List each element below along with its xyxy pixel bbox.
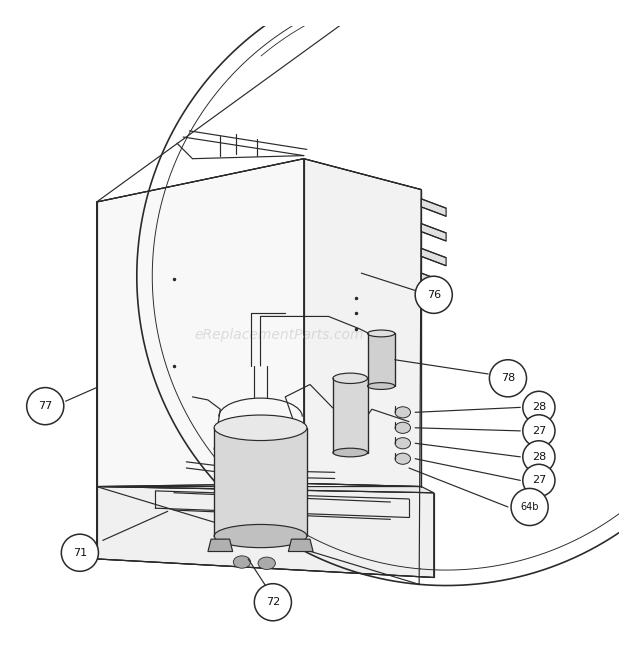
- Text: 28: 28: [532, 452, 546, 462]
- Text: 27: 27: [532, 426, 546, 436]
- Polygon shape: [422, 224, 446, 241]
- Text: 76: 76: [427, 290, 441, 299]
- Polygon shape: [422, 199, 446, 216]
- Text: 78: 78: [501, 373, 515, 383]
- Polygon shape: [422, 273, 446, 291]
- Ellipse shape: [395, 453, 410, 464]
- Text: eReplacementParts.com: eReplacementParts.com: [194, 328, 364, 342]
- Polygon shape: [422, 249, 446, 266]
- Ellipse shape: [395, 422, 410, 433]
- Text: 72: 72: [266, 597, 280, 607]
- Ellipse shape: [214, 415, 307, 441]
- Ellipse shape: [395, 438, 410, 449]
- Ellipse shape: [214, 525, 307, 547]
- Polygon shape: [97, 159, 304, 486]
- Circle shape: [254, 584, 291, 621]
- Circle shape: [61, 534, 99, 572]
- Circle shape: [489, 360, 526, 397]
- Polygon shape: [304, 159, 422, 486]
- Circle shape: [523, 415, 555, 447]
- Circle shape: [523, 464, 555, 496]
- Ellipse shape: [258, 557, 275, 570]
- Text: 64b: 64b: [520, 502, 539, 512]
- Circle shape: [523, 441, 555, 473]
- Polygon shape: [214, 427, 307, 536]
- Ellipse shape: [368, 383, 395, 389]
- Circle shape: [523, 391, 555, 423]
- Polygon shape: [208, 539, 232, 551]
- Text: 77: 77: [38, 401, 52, 411]
- Circle shape: [511, 488, 548, 525]
- Text: 27: 27: [532, 476, 546, 485]
- Text: 28: 28: [532, 403, 546, 412]
- Ellipse shape: [333, 448, 368, 457]
- Ellipse shape: [368, 330, 395, 337]
- Polygon shape: [288, 539, 313, 551]
- Polygon shape: [368, 334, 395, 386]
- Circle shape: [415, 276, 452, 314]
- Ellipse shape: [233, 556, 250, 568]
- Polygon shape: [333, 379, 368, 452]
- Ellipse shape: [333, 373, 368, 383]
- Polygon shape: [97, 486, 434, 492]
- Ellipse shape: [395, 407, 410, 418]
- Text: 71: 71: [73, 548, 87, 557]
- Polygon shape: [97, 486, 434, 578]
- Circle shape: [27, 387, 64, 425]
